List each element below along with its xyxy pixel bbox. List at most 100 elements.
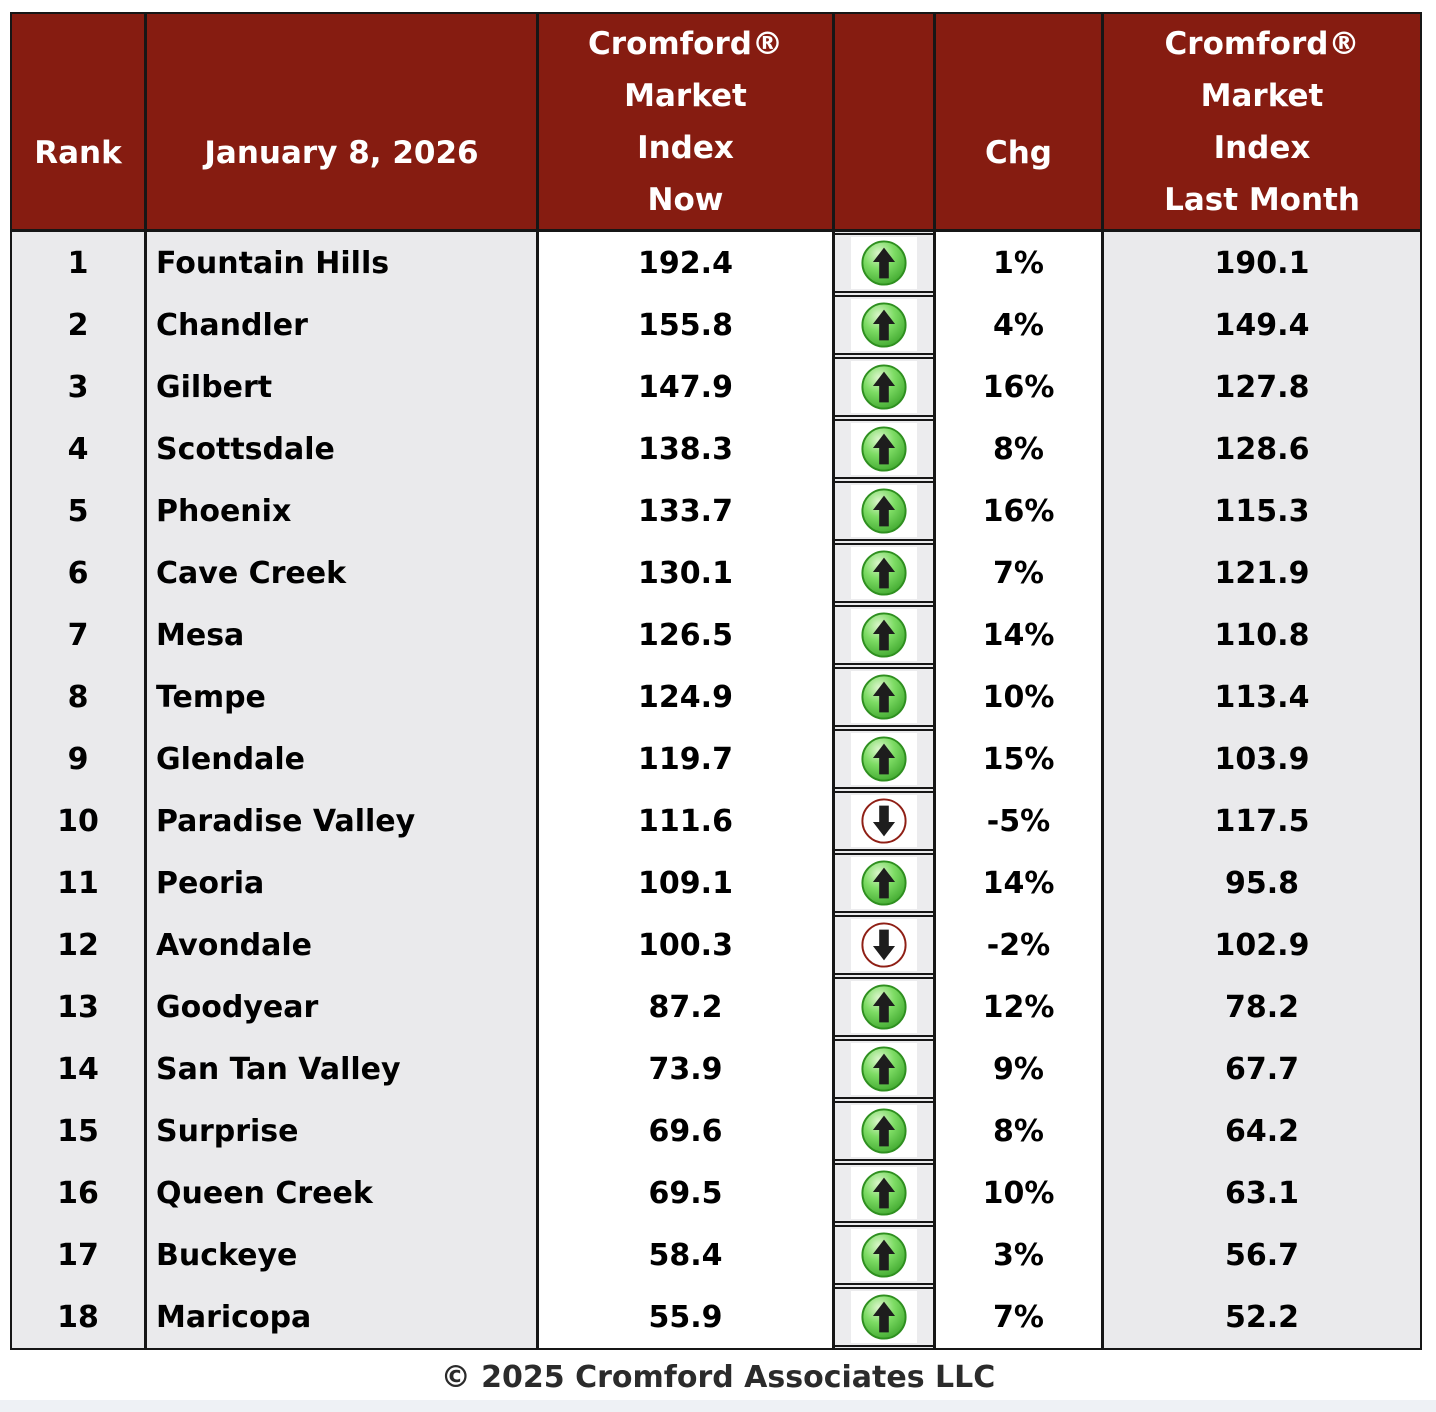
chg-cell: 10% bbox=[936, 1162, 1104, 1224]
table-row: 15 Surprise 69.6 bbox=[12, 1100, 1420, 1162]
index-now-cell: 73.9 bbox=[539, 1038, 835, 1100]
trend-cell bbox=[835, 914, 936, 976]
green-circle-up-arrow-icon bbox=[861, 1170, 907, 1216]
city-cell: Buckeye bbox=[147, 1224, 539, 1286]
table-row: 14 San Tan Valley 73.9 bbox=[12, 1038, 1420, 1100]
city-cell: Surprise bbox=[147, 1100, 539, 1162]
chg-cell: -2% bbox=[936, 914, 1104, 976]
index-last-month-cell: 63.1 bbox=[1104, 1162, 1420, 1224]
index-last-month-cell: 117.5 bbox=[1104, 790, 1420, 852]
table-row: 2 Chandler 155.8 bbox=[12, 294, 1420, 356]
chg-cell: 14% bbox=[936, 604, 1104, 666]
rank-cell: 1 bbox=[12, 232, 147, 294]
header-rank: Rank bbox=[12, 14, 147, 229]
rank-cell: 12 bbox=[12, 914, 147, 976]
index-last-month-cell: 67.7 bbox=[1104, 1038, 1420, 1100]
city-cell: Scottsdale bbox=[147, 418, 539, 480]
index-last-month-cell: 190.1 bbox=[1104, 232, 1420, 294]
city-cell: Mesa bbox=[147, 604, 539, 666]
rank-cell: 6 bbox=[12, 542, 147, 604]
trend-cell bbox=[835, 1162, 936, 1224]
green-circle-up-arrow-icon bbox=[861, 240, 907, 286]
trend-cell bbox=[835, 852, 936, 914]
index-last-month-cell: 103.9 bbox=[1104, 728, 1420, 790]
index-now-cell: 100.3 bbox=[539, 914, 835, 976]
red-circle-down-arrow-icon bbox=[861, 922, 907, 968]
index-now-cell: 111.6 bbox=[539, 790, 835, 852]
index-now-cell: 69.6 bbox=[539, 1100, 835, 1162]
table-row: 11 Peoria 109.1 bbox=[12, 852, 1420, 914]
rank-cell: 4 bbox=[12, 418, 147, 480]
table-row: 5 Phoenix 133.7 bbox=[12, 480, 1420, 542]
index-now-cell: 126.5 bbox=[539, 604, 835, 666]
trend-cell bbox=[835, 480, 936, 542]
index-now-cell: 58.4 bbox=[539, 1224, 835, 1286]
header-chg: Chg bbox=[936, 14, 1104, 229]
rank-cell: 8 bbox=[12, 666, 147, 728]
rank-cell: 18 bbox=[12, 1286, 147, 1348]
trend-cell bbox=[835, 666, 936, 728]
index-now-cell: 87.2 bbox=[539, 976, 835, 1038]
trend-cell bbox=[835, 356, 936, 418]
city-cell: Avondale bbox=[147, 914, 539, 976]
green-circle-up-arrow-icon bbox=[861, 364, 907, 410]
table-row: 13 Goodyear 87.2 bbox=[12, 976, 1420, 1038]
green-circle-up-arrow-icon bbox=[861, 488, 907, 534]
table-row: 12 Avondale 100.3 bbox=[12, 914, 1420, 976]
red-circle-down-arrow-icon bbox=[861, 798, 907, 844]
green-circle-up-arrow-icon bbox=[861, 426, 907, 472]
city-cell: Tempe bbox=[147, 666, 539, 728]
index-last-month-cell: 52.2 bbox=[1104, 1286, 1420, 1348]
table-row: 7 Mesa 126.5 bbox=[12, 604, 1420, 666]
table-row: 1 Fountain Hills 192.4 bbox=[12, 232, 1420, 294]
green-circle-up-arrow-icon bbox=[861, 736, 907, 782]
chg-cell: 15% bbox=[936, 728, 1104, 790]
index-last-month-cell: 115.3 bbox=[1104, 480, 1420, 542]
rank-cell: 14 bbox=[12, 1038, 147, 1100]
chg-cell: 12% bbox=[936, 976, 1104, 1038]
rank-cell: 17 bbox=[12, 1224, 147, 1286]
green-circle-up-arrow-icon bbox=[861, 1232, 907, 1278]
rank-cell: 13 bbox=[12, 976, 147, 1038]
trend-cell bbox=[835, 542, 936, 604]
green-circle-up-arrow-icon bbox=[861, 612, 907, 658]
index-last-month-cell: 64.2 bbox=[1104, 1100, 1420, 1162]
chg-cell: -5% bbox=[936, 790, 1104, 852]
index-last-month-cell: 121.9 bbox=[1104, 542, 1420, 604]
index-last-month-cell: 149.4 bbox=[1104, 294, 1420, 356]
trend-cell bbox=[835, 790, 936, 852]
index-last-month-cell: 95.8 bbox=[1104, 852, 1420, 914]
city-cell: Phoenix bbox=[147, 480, 539, 542]
trend-cell bbox=[835, 976, 936, 1038]
table-row: 16 Queen Creek 69.5 bbox=[12, 1162, 1420, 1224]
rank-cell: 16 bbox=[12, 1162, 147, 1224]
rank-cell: 5 bbox=[12, 480, 147, 542]
index-now-cell: 124.9 bbox=[539, 666, 835, 728]
index-last-month-cell: 102.9 bbox=[1104, 914, 1420, 976]
city-cell: Cave Creek bbox=[147, 542, 539, 604]
green-circle-up-arrow-icon bbox=[861, 1046, 907, 1092]
trend-cell bbox=[835, 1286, 936, 1348]
chg-cell: 8% bbox=[936, 1100, 1104, 1162]
chg-cell: 9% bbox=[936, 1038, 1104, 1100]
rank-cell: 2 bbox=[12, 294, 147, 356]
city-cell: Peoria bbox=[147, 852, 539, 914]
index-now-cell: 133.7 bbox=[539, 480, 835, 542]
market-index-table: Rank January 8, 2026 Cromford® Market In… bbox=[10, 12, 1422, 1350]
city-cell: Gilbert bbox=[147, 356, 539, 418]
index-now-cell: 155.8 bbox=[539, 294, 835, 356]
city-cell: Maricopa bbox=[147, 1286, 539, 1348]
trend-cell bbox=[835, 232, 936, 294]
index-now-cell: 147.9 bbox=[539, 356, 835, 418]
index-now-cell: 55.9 bbox=[539, 1286, 835, 1348]
green-circle-up-arrow-icon bbox=[861, 1294, 907, 1340]
trend-cell bbox=[835, 604, 936, 666]
table-row: 6 Cave Creek 130.1 bbox=[12, 542, 1420, 604]
rank-cell: 11 bbox=[12, 852, 147, 914]
chg-cell: 10% bbox=[936, 666, 1104, 728]
trend-cell bbox=[835, 1224, 936, 1286]
table-row: 10 Paradise Valley 111.6 bbox=[12, 790, 1420, 852]
trend-cell bbox=[835, 1038, 936, 1100]
city-cell: Paradise Valley bbox=[147, 790, 539, 852]
header-date: January 8, 2026 bbox=[147, 14, 539, 229]
